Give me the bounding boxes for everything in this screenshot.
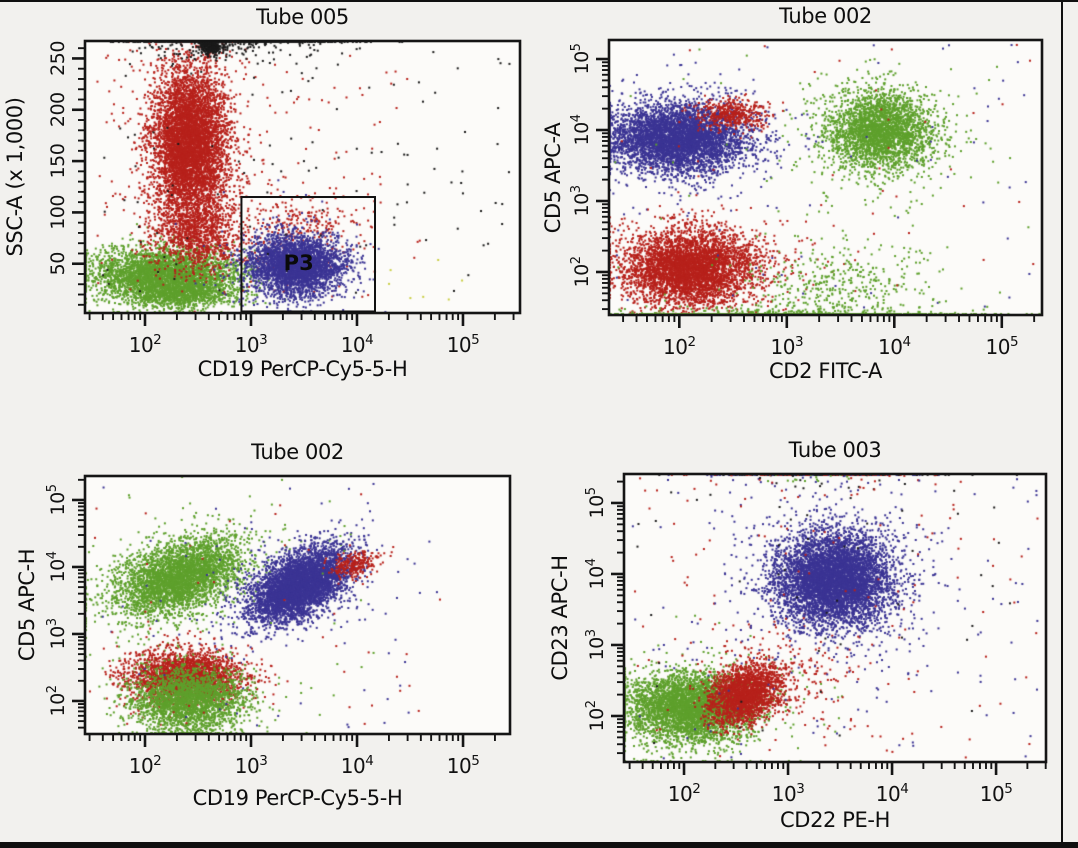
svg-text:102: 102 <box>584 701 608 732</box>
svg-text:104: 104 <box>45 551 69 582</box>
axes-and-ticks: 102 103 104 105 50 100 150 200 250 P3 <box>47 39 522 357</box>
svg-text:105: 105 <box>986 334 1019 359</box>
svg-text:105: 105 <box>447 332 480 357</box>
axes-and-ticks: 102 103 104 105 102 103 104 105 <box>45 474 512 778</box>
svg-text:103: 103 <box>235 332 268 357</box>
svg-text:103: 103 <box>569 185 593 216</box>
svg-text:103: 103 <box>235 753 268 778</box>
axes-and-ticks: 102 103 104 105 102 103 104 105 <box>584 472 1048 806</box>
svg-text:105: 105 <box>45 484 69 515</box>
scatter-canvas <box>609 40 1042 315</box>
frame-line-top <box>0 0 1078 2</box>
frame-line-bottom <box>0 842 1078 848</box>
x-axis-label: CD19 PerCP-Cy5-5-H <box>197 357 408 381</box>
plot-title: Tube 003 <box>788 438 882 462</box>
svg-text:103: 103 <box>772 781 805 806</box>
scatter-canvas <box>624 474 1046 762</box>
svg-text:105: 105 <box>584 487 608 518</box>
plot-title: Tube 002 <box>779 4 872 28</box>
svg-text:104: 104 <box>569 114 593 145</box>
y-axis-label: CD5 APC-H <box>15 548 39 662</box>
x-axis-label: CD2 FITC-A <box>769 359 882 383</box>
svg-text:105: 105 <box>980 781 1013 806</box>
flow-plot-tube002-cd2: Tube 002 CD5 APC-A 102 103 104 105 102 103 104… <box>541 4 1044 383</box>
svg-text:102: 102 <box>668 781 701 806</box>
svg-text:100: 100 <box>47 195 69 230</box>
gate-p3 <box>240 196 376 313</box>
x-axis-label: CD19 PerCP-Cy5-5-H <box>192 786 403 810</box>
svg-text:104: 104 <box>878 334 911 359</box>
svg-text:200: 200 <box>47 92 69 127</box>
svg-text:102: 102 <box>129 753 162 778</box>
x-axis-label: CD22 PE-H <box>780 808 890 832</box>
svg-text:105: 105 <box>447 753 480 778</box>
y-axis-label: CD5 APC-A <box>541 122 565 233</box>
svg-text:104: 104 <box>341 332 374 357</box>
flow-plot-tube005: Tube 005 SSC-A (x 1,000) 102 103 104 105 50 1… <box>3 5 522 381</box>
svg-text:103: 103 <box>584 629 608 660</box>
flow-plot-tube003: Tube 003 CD23 APC-H 102 103 104 105 102 103 10… <box>548 438 1048 832</box>
scatter-canvas <box>85 476 510 734</box>
svg-text:103: 103 <box>771 334 804 359</box>
plot-title: Tube 002 <box>251 440 344 464</box>
axes-and-ticks: 102 103 104 105 102 103 104 105 <box>569 38 1044 359</box>
svg-text:104: 104 <box>584 558 608 589</box>
plot-title: Tube 005 <box>256 5 349 29</box>
gate-label: P3 <box>284 251 314 275</box>
flow-plot-tube002-cd19: Tube 002 CD5 APC-H 102 103 104 105 102 103 104… <box>15 440 512 810</box>
svg-text:102: 102 <box>663 334 696 359</box>
svg-text:102: 102 <box>129 332 162 357</box>
y-axis-label: CD23 APC-H <box>548 555 572 681</box>
svg-text:104: 104 <box>341 753 374 778</box>
svg-text:50: 50 <box>47 252 69 275</box>
scatter-canvas <box>85 41 520 313</box>
svg-text:104: 104 <box>876 781 909 806</box>
svg-text:150: 150 <box>47 144 69 179</box>
svg-text:102: 102 <box>569 256 593 287</box>
frame-line-right <box>1061 0 1063 848</box>
y-axis-label: SSC-A (x 1,000) <box>3 97 27 257</box>
svg-text:102: 102 <box>45 685 69 716</box>
svg-text:103: 103 <box>45 618 69 649</box>
svg-text:105: 105 <box>569 43 593 74</box>
svg-text:250: 250 <box>47 41 69 76</box>
